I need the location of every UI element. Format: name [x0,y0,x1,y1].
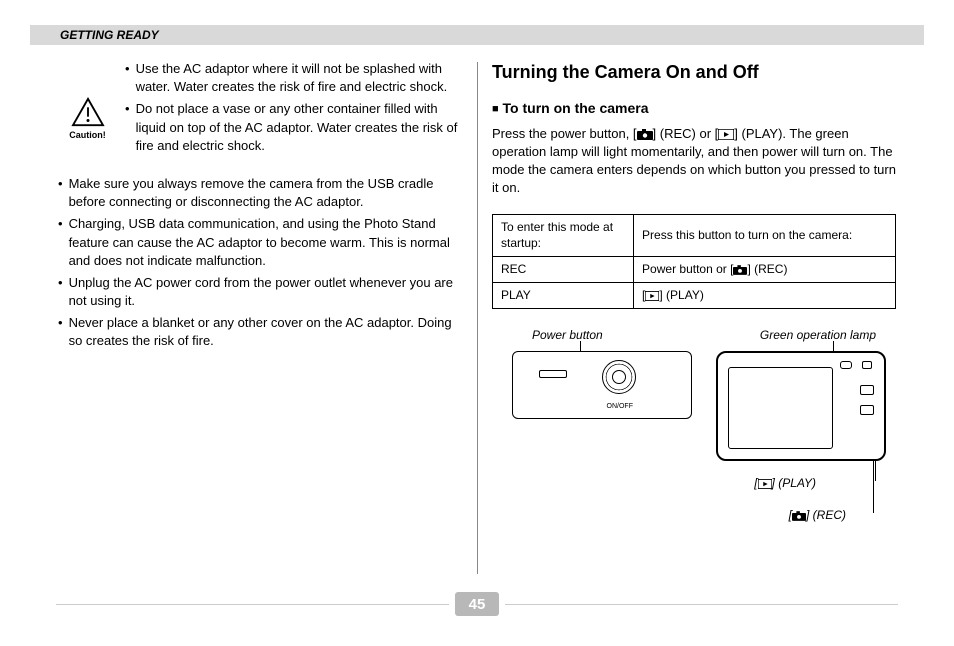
bullet-dot: • [125,60,130,96]
diagram-power-dial [602,360,636,394]
left-bullet-list: • Make sure you always remove the camera… [58,175,462,351]
list-item: • Unplug the AC power cord from the powe… [58,274,462,310]
left-column: Caution! • Use the AC adaptor where it w… [58,60,462,576]
list-text: Charging, USB data communication, and us… [69,215,462,270]
right-column: Turning the Camera On and Off ■ To turn … [492,60,896,576]
caution-list: • Use the AC adaptor where it will not b… [125,60,462,159]
list-item: • Never place a blanket or any other cov… [58,314,462,350]
diagram-label-play: [] (PLAY) [754,475,816,492]
camera-icon [637,129,653,140]
subsection-text: To turn on the camera [503,100,649,116]
footer-rule [505,604,898,605]
mode-table: To enter this mode at startup: Press thi… [492,214,896,309]
caution-icon-wrap: Caution! [60,60,115,159]
cell-text: ] (REC) [747,262,787,276]
table-header-cell: Press this button to turn on the camera: [634,214,896,257]
caution-text: Do not place a vase or any other contain… [136,100,462,155]
caution-label: Caution! [69,129,106,142]
diagram-label-rec: [] (REC) [789,507,846,524]
camera-top-diagram: ON/OFF [512,351,692,419]
section-header-bar: GETTING READY [30,25,924,45]
bullet-dot: • [125,100,130,155]
content-columns: Caution! • Use the AC adaptor where it w… [58,60,896,576]
cell-text: ] (PLAY) [659,288,703,302]
caution-triangle-icon [71,97,105,127]
diagram-play-button [860,385,874,395]
play-icon [718,129,734,140]
table-cell: PLAY [493,282,634,308]
bullet-dot: • [58,314,63,350]
table-header-cell: To enter this mode at startup: [493,214,634,257]
list-text: Never place a blanket or any other cover… [69,314,462,350]
list-text: Unplug the AC power cord from the power … [69,274,462,310]
list-item: • Make sure you always remove the camera… [58,175,462,211]
label-text: ] (REC) [806,508,846,522]
table-cell: [] (PLAY) [634,282,896,308]
camera-back-diagram [716,351,886,461]
bullet-dot: • [58,215,63,270]
intro-text: Press the power button, [ [492,126,637,141]
diagram-label-power-button: Power button [532,327,603,344]
label-text: ] (PLAY) [772,476,816,490]
diagram-button [862,361,872,369]
diagram-area: Power button Green operation lamp ON/OFF… [492,327,896,547]
section-heading: Turning the Camera On and Off [492,60,896,85]
cell-text: Power button or [ [642,262,733,276]
caution-item: • Use the AC adaptor where it will not b… [125,60,462,96]
play-icon [645,291,659,301]
square-bullet-icon: ■ [492,103,499,115]
diagram-slot [539,370,567,378]
caution-block: Caution! • Use the AC adaptor where it w… [58,60,462,159]
footer-rule [56,604,449,605]
list-item: • Charging, USB data communication, and … [58,215,462,270]
section-title: GETTING READY [60,28,159,42]
camera-icon [792,511,806,521]
intro-paragraph: Press the power button, [] (REC) or [] (… [492,125,896,198]
diagram-screen [728,367,833,449]
list-text: Make sure you always remove the camera f… [69,175,462,211]
camera-icon [733,265,747,275]
intro-text: ] (REC) or [ [653,126,719,141]
diagram-rec-button [860,405,874,415]
caution-text: Use the AC adaptor where it will not be … [136,60,462,96]
bullet-dot: • [58,274,63,310]
diagram-lamp [840,361,852,369]
diagram-label-green-lamp: Green operation lamp [760,327,876,344]
bullet-dot: • [58,175,63,211]
table-row: To enter this mode at startup: Press thi… [493,214,896,257]
page-footer: 45 [56,592,898,618]
table-row: REC Power button or [ ] (REC) [493,257,896,283]
caution-item: • Do not place a vase or any other conta… [125,100,462,155]
table-cell: Power button or [ ] (REC) [634,257,896,283]
play-icon [758,479,772,489]
page-number-badge: 45 [455,592,499,616]
diagram-onoff-text: ON/OFF [607,402,633,412]
subsection-heading: ■ To turn on the camera [492,99,896,119]
table-cell: REC [493,257,634,283]
table-row: PLAY [] (PLAY) [493,282,896,308]
